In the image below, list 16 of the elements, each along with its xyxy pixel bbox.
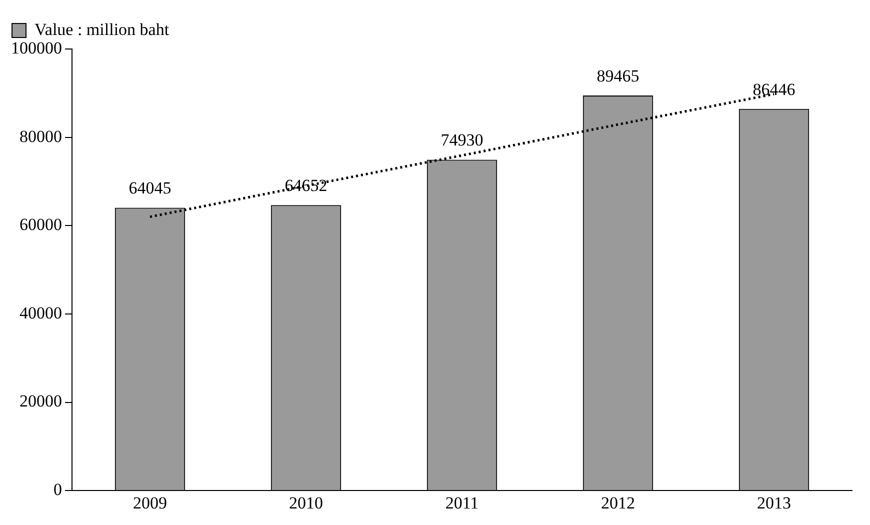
- data-label: 64045: [128, 178, 172, 198]
- x-tick-label: 2010: [289, 493, 323, 512]
- y-tick-label: 20000: [20, 392, 62, 411]
- x-tick-label: 2009: [133, 493, 167, 512]
- data-label: 86446: [752, 80, 796, 99]
- y-tick-label: 60000: [20, 215, 62, 234]
- x-tick-label: 2012: [601, 493, 635, 512]
- y-tick-label: 40000: [20, 303, 62, 322]
- y-tick-label: 0: [54, 480, 62, 500]
- legend-label: Value : million baht: [34, 20, 170, 39]
- data-label: 89465: [596, 66, 640, 86]
- x-tick-label: 2013: [757, 493, 791, 512]
- y-tick-label: 100000: [11, 38, 62, 58]
- x-tick-label: 2011: [445, 493, 479, 512]
- y-tick-label: 80000: [20, 126, 62, 146]
- data-label: 74930: [440, 130, 484, 150]
